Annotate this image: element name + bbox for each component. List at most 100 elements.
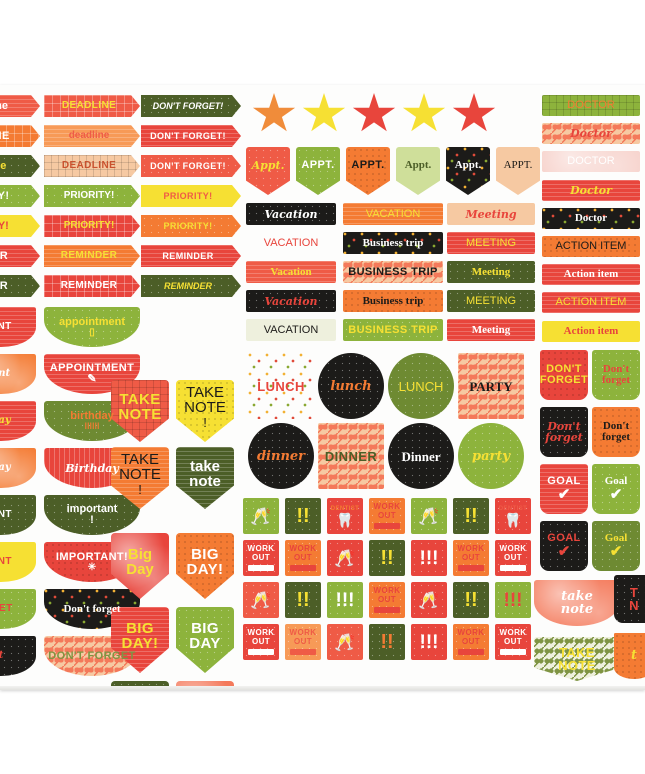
icon-cell-workout-27[interactable]: WORK OUT (495, 624, 531, 660)
appointment-halfround-column-item-0[interactable]: appointment ▯ (44, 307, 140, 347)
icon-cell-workout-3[interactable]: WORK OUT (369, 498, 405, 534)
star-icon-0[interactable] (252, 93, 296, 132)
doctor-action-item-column-item-7[interactable]: ACTION ITEM (542, 292, 640, 314)
icon-cell-dentist-2[interactable]: DENTIST 🦷 (327, 498, 363, 534)
doctor-action-item-column-item-8[interactable]: Action item (542, 320, 640, 342)
partial-left-arrow-column-item-4[interactable]: TY! (0, 215, 40, 237)
dont-forget-arrow-column-item-0[interactable]: DON'T FORGET! (141, 95, 241, 117)
partial-left-halfround-column-item-4[interactable]: ANT (0, 495, 36, 535)
deadline-arrow-column-item-6[interactable]: REMINDER (44, 275, 140, 297)
dont-forget-arrow-column-item-3[interactable]: PRIORITY! (141, 185, 241, 207)
vacation-label-column-item-1[interactable]: VACATION (246, 232, 336, 254)
dont-forget-goal-tag-column-right-item-1[interactable]: Don't forget (592, 407, 640, 457)
icon-cell-workout-17[interactable]: WORK OUT (369, 582, 405, 618)
deadline-arrow-column-item-1[interactable]: deadline (44, 125, 140, 147)
icon-cell-excl2-10[interactable]: !! (369, 540, 405, 576)
dont-forget-goal-tag-column-left-item-3[interactable]: GOAL ✔ (540, 521, 588, 571)
icon-cell-workout-7[interactable]: WORK OUT (243, 540, 279, 576)
dont-forget-goal-tag-column-right-item-3[interactable]: Goal ✔ (592, 521, 640, 571)
appt-banner-4[interactable]: Appt. (446, 147, 490, 195)
partial-left-arrow-column-item-0[interactable]: ine (0, 95, 40, 117)
doctor-action-item-column-item-1[interactable]: Doctor (542, 123, 640, 145)
dont-forget-goal-tag-column-left-item-0[interactable]: DON'T FORGET (540, 350, 588, 400)
vacation-label-column-item-4[interactable]: VACATION (246, 319, 336, 341)
meeting-label-column-item-4[interactable]: Meeting (447, 319, 535, 341)
icon-cell-workout-22[interactable]: WORK OUT (285, 624, 321, 660)
star-icon-2[interactable] (352, 93, 396, 132)
icon-cell-excl3-11[interactable]: !!! (411, 540, 447, 576)
take-note-shield-column-item-0[interactable]: TAKE NOTE (111, 380, 169, 442)
doctor-action-item-column-item-2[interactable]: DOCTOR (542, 151, 640, 173)
meal-circle-group-item-7[interactable]: party (458, 423, 524, 489)
business-trip-label-column-item-1[interactable]: Business trip (343, 232, 443, 254)
dont-forget-goal-tag-column-left-item-1[interactable]: Don't forget (540, 407, 588, 457)
appt-banner-1[interactable]: APPT. (296, 147, 340, 195)
deadline-arrow-column-item-0[interactable]: DEADLINE (44, 95, 140, 117)
icon-cell-excl3-25[interactable]: !!! (411, 624, 447, 660)
icon-cell-drinks-9[interactable]: 🥂 (327, 540, 363, 576)
dont-forget-arrow-column-item-5[interactable]: REMINDER (141, 245, 241, 267)
icon-cell-workout-8[interactable]: WORK OUT (285, 540, 321, 576)
meeting-label-column-item-0[interactable]: Meeting (447, 203, 535, 225)
icon-cell-dentist-6[interactable]: DENTIST 🦷 (495, 498, 531, 534)
icon-cell-excl2-15[interactable]: !! (285, 582, 321, 618)
bottom-right-take-note-group-item-0[interactable]: take note (534, 580, 620, 626)
business-trip-label-column-item-2[interactable]: BUSINESS TRIP (343, 261, 443, 283)
meal-circle-group-item-1[interactable]: lunch (318, 353, 384, 419)
take-note-shield-column-item-9[interactable]: Todo (176, 681, 234, 690)
partial-left-halfround-column-item-1[interactable]: ent (0, 354, 36, 394)
take-note-shield-column-item-1[interactable]: TAKE NOTE! (176, 380, 234, 442)
doctor-action-item-column-item-5[interactable]: ACTION ITEM (542, 236, 640, 257)
icon-cell-excl2-19[interactable]: !! (453, 582, 489, 618)
partial-left-arrow-column-item-3[interactable]: TY! (0, 185, 40, 207)
partial-left-arrow-column-item-6[interactable]: ER (0, 275, 40, 297)
vacation-label-column-item-2[interactable]: Vacation (246, 261, 336, 283)
partial-left-halfround-column-item-6[interactable]: T ET (0, 589, 36, 629)
vacation-label-column-item-0[interactable]: Vacation (246, 203, 336, 225)
take-note-shield-column-item-4[interactable]: Big Day (111, 533, 169, 599)
vacation-label-column-item-3[interactable]: Vacation (246, 290, 336, 312)
icon-cell-excl3-20[interactable]: !!! (495, 582, 531, 618)
partial-left-halfround-column-item-3[interactable]: day (0, 448, 36, 488)
doctor-action-item-column-item-4[interactable]: Doctor (542, 207, 640, 229)
meal-circle-group-item-6[interactable]: Dinner (388, 423, 454, 489)
appt-banner-3[interactable]: Appt. (396, 147, 440, 195)
meeting-label-column-item-3[interactable]: MEETING (447, 290, 535, 312)
dont-forget-arrow-column-item-2[interactable]: DON'T FORGET! (141, 155, 241, 177)
deadline-arrow-column-item-4[interactable]: PRIORITY! (44, 215, 140, 237)
take-note-shield-column-item-3[interactable]: take note (176, 447, 234, 509)
meal-circle-group-item-2[interactable]: LUNCH (388, 353, 454, 419)
partial-left-arrow-column-item-5[interactable]: ER (0, 245, 40, 267)
partial-left-arrow-column-item-1[interactable]: INE (0, 125, 40, 147)
meal-circle-group-item-3[interactable]: PARTY (458, 353, 524, 419)
meal-circle-group-item-5[interactable]: DINNER (318, 423, 384, 489)
partial-left-halfround-column-item-7[interactable]: t (0, 636, 36, 676)
dont-forget-goal-tag-column-right-item-0[interactable]: Don't forget (592, 350, 640, 400)
icon-cell-excl2-24[interactable]: !! (369, 624, 405, 660)
appt-banner-5[interactable]: APPT. (496, 147, 540, 195)
dont-forget-goal-tag-column-right-item-2[interactable]: Goal ✔ (592, 464, 640, 514)
business-trip-label-column-item-4[interactable]: BUSINESS TRIP (343, 319, 443, 341)
dont-forget-arrow-column-item-4[interactable]: PRIORITY! (141, 215, 241, 237)
dont-forget-arrow-column-item-1[interactable]: DON'T FORGET! (141, 125, 241, 147)
icon-cell-workout-13[interactable]: WORK OUT (495, 540, 531, 576)
appt-banner-2[interactable]: APPT. (346, 147, 390, 195)
dont-forget-goal-tag-column-left-item-2[interactable]: GOAL ✔ (540, 464, 588, 514)
take-note-shield-column-item-7[interactable]: BIG DAY (176, 607, 234, 673)
appointment-halfround-column-item-1[interactable]: APPOINTMENT ✎ (44, 354, 140, 394)
star-icon-4[interactable] (452, 93, 496, 132)
icon-cell-excl3-16[interactable]: !!! (327, 582, 363, 618)
partial-left-halfround-column-item-5[interactable]: ANT (0, 542, 36, 582)
partial-left-halfround-column-item-2[interactable]: day (0, 401, 36, 441)
take-note-shield-column-item-6[interactable]: BIG DAY! (111, 607, 169, 673)
star-icon-3[interactable] (402, 93, 446, 132)
icon-cell-drinks-0[interactable]: 🥂 (243, 498, 279, 534)
doctor-action-item-column-item-3[interactable]: Doctor (542, 179, 640, 201)
icon-cell-drinks-23[interactable]: 🥂 (327, 624, 363, 660)
meeting-label-column-item-1[interactable]: MEETING (447, 232, 535, 254)
bottom-right-take-note-group-item-3[interactable]: t (614, 633, 645, 679)
icon-cell-drinks-4[interactable]: 🥂 (411, 498, 447, 534)
partial-left-halfround-column-item-0[interactable]: ENT (0, 307, 36, 347)
deadline-arrow-column-item-2[interactable]: DEADLINE (44, 155, 140, 177)
